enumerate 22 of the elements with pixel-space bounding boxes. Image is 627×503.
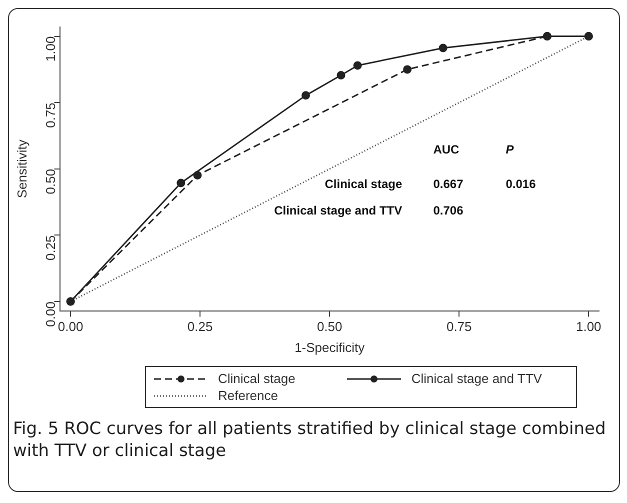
- legend-label: Clinical stage and TTV: [411, 371, 542, 386]
- annotation: 0.016: [506, 177, 536, 192]
- y-tick-label: 1.00: [42, 36, 58, 62]
- annotation: P: [506, 142, 515, 157]
- annotation: 0.706: [433, 204, 464, 218]
- x-tick-label: 0.75: [446, 319, 472, 334]
- x-axis-title: 1-Specificity: [294, 340, 366, 355]
- annotation: AUC: [433, 142, 460, 157]
- y-tick-label: 0.75: [42, 102, 58, 128]
- legend-label: Clinical stage: [218, 371, 296, 386]
- x-tick-label: 1.00: [576, 319, 602, 334]
- y-axis-title: Sensitivity: [14, 139, 30, 198]
- annotation: 0.667: [433, 177, 464, 192]
- y-tick-label: 0.50: [42, 168, 58, 194]
- x-tick-label: 0.00: [58, 319, 84, 334]
- x-tick-label: 0.50: [316, 319, 342, 334]
- x-tick-label: 0.25: [187, 319, 213, 334]
- caption: Fig. 5 ROC curves for all patients stratified by clinical stage combined with TTV or clinical stage: [13, 418, 607, 462]
- y-tick-label: 0.25: [42, 235, 58, 261]
- annotation: Clinical stage and TTV: [274, 204, 402, 218]
- annotation: Clinical stage: [324, 177, 402, 192]
- legend-label: Reference: [218, 388, 278, 403]
